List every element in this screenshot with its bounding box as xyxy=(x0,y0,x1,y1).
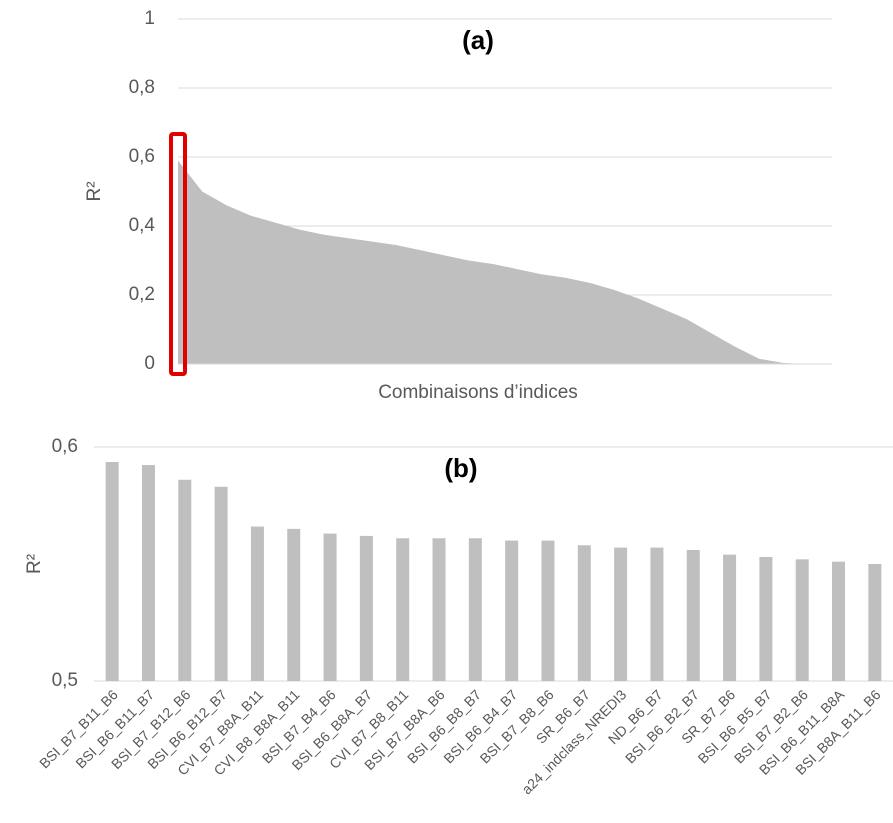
bar xyxy=(359,535,373,681)
area xyxy=(178,160,832,364)
bar xyxy=(795,559,809,681)
chart-title: (b) xyxy=(444,453,477,483)
bar xyxy=(323,533,337,681)
bar xyxy=(614,547,628,681)
highlight-box xyxy=(169,132,187,376)
bar xyxy=(723,554,737,681)
y-tick-label: 1 xyxy=(144,8,155,29)
bar xyxy=(287,528,301,681)
bar xyxy=(178,479,192,681)
bar xyxy=(650,547,664,681)
chart-title: (a) xyxy=(462,25,494,55)
bar xyxy=(250,526,264,681)
y-tick-label: 0,4 xyxy=(129,215,156,236)
bar xyxy=(468,538,482,681)
y-tick-label: 0,2 xyxy=(129,284,155,305)
y-tick-label: 0 xyxy=(144,353,155,374)
bar xyxy=(105,461,119,681)
x-axis-label: Combinaisons d’indices xyxy=(378,382,578,403)
bar xyxy=(141,465,155,681)
bar xyxy=(541,540,555,681)
bar xyxy=(832,561,846,681)
bar xyxy=(396,538,410,681)
y-tick-label: 0,8 xyxy=(129,77,155,98)
bar xyxy=(214,486,228,681)
y-axis-label: R² xyxy=(84,181,105,201)
bar xyxy=(432,538,446,681)
bar xyxy=(505,540,519,681)
bar xyxy=(759,556,773,681)
y-tick-label: 0,6 xyxy=(52,436,78,457)
bar xyxy=(868,564,882,681)
y-tick-label: 0,6 xyxy=(129,146,155,167)
bar xyxy=(686,549,700,681)
y-axis-label: R² xyxy=(24,554,45,574)
bar xyxy=(577,545,591,681)
y-tick-label: 0,5 xyxy=(52,670,78,691)
